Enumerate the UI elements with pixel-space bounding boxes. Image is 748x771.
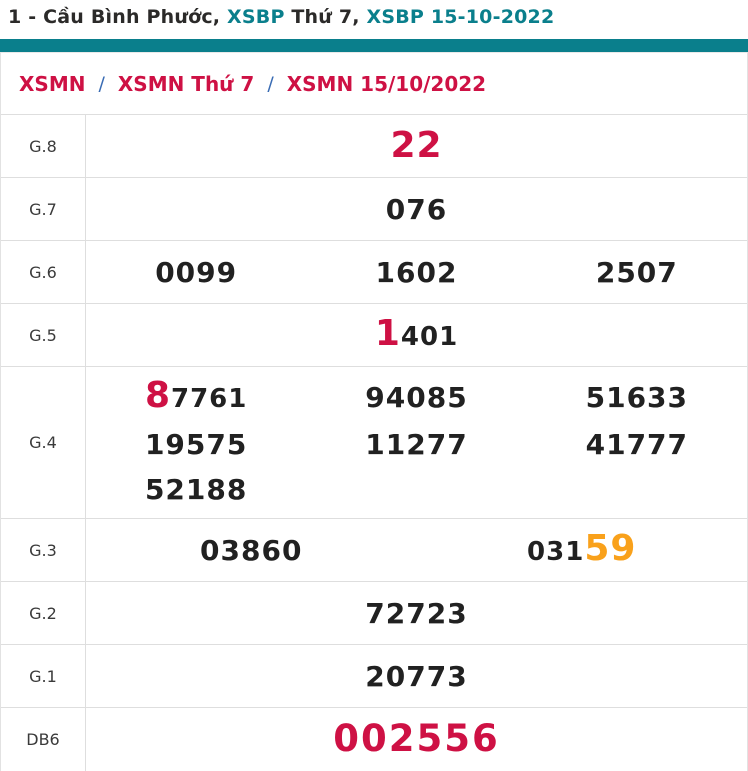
prize-number: 19575	[86, 422, 306, 467]
breadcrumb-separator: /	[267, 72, 274, 95]
prize-number: 2507	[527, 250, 747, 295]
prize-number-segment: 401	[400, 321, 459, 352]
prize-row-label: G.8	[1, 115, 86, 177]
prize-number-segment: 2507	[595, 255, 678, 289]
prize-number-segment: 11277	[365, 428, 468, 461]
prize-number-segment: 1602	[375, 255, 458, 289]
breadcrumb-item-0[interactable]: XSMN	[19, 71, 86, 96]
title-text-plain: 1 - Cầu Bình Phước,	[8, 6, 228, 28]
prize-row-values: 20773	[86, 645, 747, 707]
prize-row-label: G.4	[1, 367, 86, 518]
results-table: G.8 22 G.7 076 G.6 0099 1602 2507 G.5 1401 G.4 8776…	[1, 115, 747, 771]
prize-row-values: 1401	[86, 304, 747, 366]
prize-number-highlight: 1	[374, 312, 401, 354]
prize-line: 076	[86, 187, 747, 232]
breadcrumb-item-1[interactable]: XSMN Thứ 7	[117, 71, 255, 96]
prize-row-label: G.5	[1, 304, 86, 366]
table-row: G.3 03860 03159	[1, 519, 747, 582]
prize-number: 0099	[86, 250, 306, 295]
prize-line: 22	[86, 123, 747, 170]
prize-line: 002556	[86, 716, 747, 764]
prize-number: 51633	[527, 375, 747, 420]
prize-number-segment: 20773	[365, 659, 468, 693]
table-row: G.6 0099 1602 2507	[1, 241, 747, 304]
title-text-plain: Thứ 7,	[284, 6, 367, 28]
prize-row-values: 03860 03159	[86, 519, 747, 581]
prize-row-label: G.6	[1, 241, 86, 303]
prize-number-highlight: 22	[390, 124, 443, 166]
prize-number: 52188	[86, 467, 306, 512]
prize-row-values: 87761 94085 51633 19575 11277 41777 52188	[86, 367, 747, 518]
prize-number-segment: 19575	[144, 428, 248, 461]
prize-line: 52188	[86, 467, 747, 512]
prize-number: 87761	[86, 373, 306, 422]
page-title: 1 - Cầu Bình Phước, XSBP Thứ 7, XSBP 15-…	[0, 0, 748, 39]
prize-line: 87761 94085 51633	[86, 373, 747, 422]
title-link-xsbp[interactable]: XSBP	[227, 6, 285, 28]
prize-line: 0099 1602 2507	[86, 250, 747, 295]
prize-line: 72723	[86, 591, 747, 636]
prize-number-segment: 41777	[585, 428, 689, 461]
prize-number: 72723	[86, 591, 747, 636]
prize-number-highlight: 8	[144, 375, 171, 416]
breadcrumb-separator: /	[98, 72, 105, 95]
teal-divider-bar	[0, 39, 748, 52]
prize-number: 03159	[417, 526, 748, 575]
title-link-xsbp-date[interactable]: XSBP 15-10-2022	[366, 6, 555, 28]
prize-line: 1401	[86, 311, 747, 360]
prize-number-segment: 076	[385, 192, 448, 226]
prize-number: 94085	[306, 375, 526, 420]
prize-number-segment: 52188	[144, 473, 248, 506]
prize-row-values: 076	[86, 178, 747, 240]
table-row: G.1 20773	[1, 645, 747, 708]
prize-row-label: DB6	[1, 708, 86, 771]
breadcrumb-item-2[interactable]: XSMN 15/10/2022	[286, 71, 487, 96]
prize-number: 002556	[86, 716, 747, 764]
prize-number: 41777	[527, 422, 747, 467]
table-row: DB6 002556	[1, 708, 747, 771]
breadcrumb: XSMN / XSMN Thứ 7 / XSMN 15/10/2022	[1, 53, 747, 115]
prize-line: 20773	[86, 654, 747, 699]
prize-line: 19575 11277 41777	[86, 422, 747, 467]
prize-row-label: G.3	[1, 519, 86, 581]
prize-number-segment: 7761	[171, 384, 248, 414]
table-row: G.2 72723	[1, 582, 747, 645]
prize-row-values: 72723	[86, 582, 747, 644]
results-panel: XSMN / XSMN Thứ 7 / XSMN 15/10/2022 G.8 22 G.7…	[0, 52, 748, 771]
prize-row-label: G.1	[1, 645, 86, 707]
prize-row-values: 002556	[86, 708, 747, 771]
prize-number-highlight: 59	[584, 527, 637, 569]
prize-number-segment: 031	[527, 536, 585, 567]
prize-number: 1602	[306, 250, 526, 295]
prize-number-segment: 51633	[585, 381, 689, 414]
prize-row-values: 0099 1602 2507	[86, 241, 747, 303]
prize-number-segment: 72723	[365, 596, 468, 630]
prize-number: 22	[86, 123, 747, 170]
table-row: G.8 22	[1, 115, 747, 178]
prize-number-segment: 03860	[200, 533, 303, 567]
table-row: G.4 87761 94085 51633 19575 11277 41777 52188	[1, 367, 747, 519]
prize-number: 03860	[86, 528, 417, 573]
prize-row-values: 22	[86, 115, 747, 177]
prize-row-label: G.2	[1, 582, 86, 644]
prize-number-highlight: 002556	[333, 716, 500, 760]
prize-number: 20773	[86, 654, 747, 699]
prize-number: 11277	[306, 422, 526, 467]
prize-row-label: G.7	[1, 178, 86, 240]
table-row: G.5 1401	[1, 304, 747, 367]
prize-number: 1401	[86, 311, 747, 360]
prize-number: 076	[86, 187, 747, 232]
prize-number-segment: 0099	[155, 255, 238, 289]
prize-line: 03860 03159	[86, 526, 747, 575]
table-row: G.7 076	[1, 178, 747, 241]
prize-number-segment: 94085	[365, 381, 468, 414]
